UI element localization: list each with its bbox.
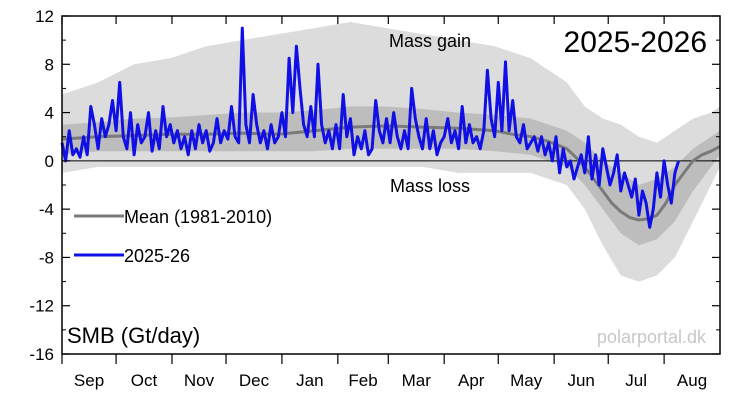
x-tick-label: Jul xyxy=(625,371,647,390)
x-tick-label: Feb xyxy=(348,371,377,390)
legend: Mean (1981-2010) 2025-26 xyxy=(74,207,272,266)
watermark: polarportal.dk xyxy=(597,327,707,347)
y-tick-label: -12 xyxy=(29,297,54,316)
annotation-mass-gain: Mass gain xyxy=(389,31,471,51)
annotation-mass-loss: Mass loss xyxy=(390,176,470,196)
envelope-outer-band xyxy=(62,22,720,282)
x-tick-label: Sep xyxy=(74,371,104,390)
x-tick-label: Nov xyxy=(184,371,215,390)
y-axis: 12 8 4 0 -4 -8 -12 -16 xyxy=(29,7,720,364)
chart-title: 2025-2026 xyxy=(564,26,707,59)
y-tick-label: 8 xyxy=(45,55,54,74)
x-tick-label: Jun xyxy=(567,371,594,390)
envelope-layer xyxy=(62,22,720,282)
x-tick-label: Aug xyxy=(677,371,707,390)
y-tick-label: 12 xyxy=(35,7,54,26)
legend-label-current: 2025-26 xyxy=(124,246,190,266)
y-tick-label: -4 xyxy=(39,200,54,219)
x-tick-label: Apr xyxy=(458,371,485,390)
series-line-2025-26 xyxy=(60,26,680,229)
x-tick-label: May xyxy=(510,371,543,390)
series-layer xyxy=(60,26,721,229)
ylabel-inside: SMB (Gt/day) xyxy=(67,323,200,348)
x-tick-label: Oct xyxy=(131,371,158,390)
x-tick-label: Dec xyxy=(239,371,270,390)
y-tick-label: -8 xyxy=(39,248,54,267)
legend-label-mean: Mean (1981-2010) xyxy=(124,207,272,227)
y-tick-label: 4 xyxy=(45,104,54,123)
x-axis: Sep Oct Nov Dec Jan Feb Mar Apr May Jun Jul Aug xyxy=(61,16,707,390)
x-tick-label: Jan xyxy=(296,371,323,390)
x-tick-label: Mar xyxy=(402,371,432,390)
y-tick-label: -16 xyxy=(29,345,54,364)
y-tick-label: 0 xyxy=(45,152,54,171)
